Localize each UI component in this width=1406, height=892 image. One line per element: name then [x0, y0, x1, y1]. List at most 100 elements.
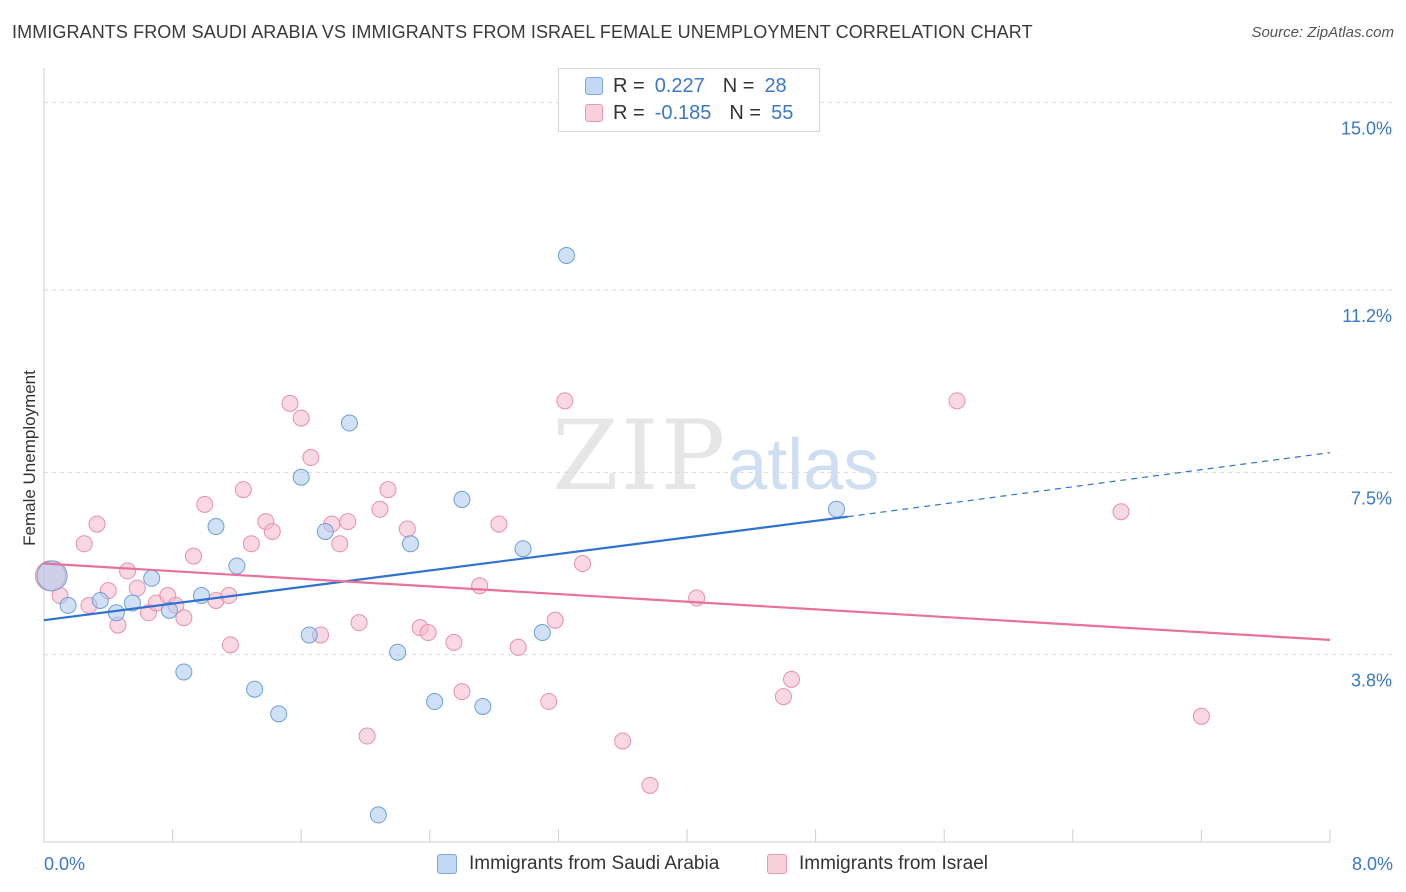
y-tick-label: 15.0% — [1341, 119, 1392, 139]
trend-line-saudi — [43, 515, 848, 622]
correlation-legend: R = 0.227 N = 28 R = -0.185 N = 55 — [558, 68, 820, 132]
data-point — [246, 680, 264, 698]
data-point — [426, 693, 444, 711]
data-point — [184, 547, 202, 565]
data-point — [234, 481, 252, 499]
data-point — [175, 609, 193, 627]
watermark: ZIPatlas — [552, 400, 879, 512]
data-point — [263, 522, 281, 540]
source-label: Source: ZipAtlas.com — [1251, 24, 1394, 41]
legend-r-label: R = — [613, 74, 645, 97]
data-point — [389, 643, 407, 661]
series-legend-israel: Immigrants from Israel — [767, 852, 988, 876]
data-point — [556, 392, 574, 410]
data-point — [331, 535, 349, 553]
y-tick-label: 3.8% — [1351, 671, 1392, 691]
y-tick-label: 7.5% — [1351, 488, 1392, 508]
data-point — [1112, 503, 1130, 521]
watermark-zip: ZIP — [552, 400, 728, 512]
legend-swatch-blue — [585, 77, 603, 95]
data-points — [34, 246, 1210, 824]
series-swatch-blue — [437, 854, 457, 874]
data-point — [340, 414, 358, 432]
data-point — [107, 604, 125, 622]
data-point — [91, 591, 109, 609]
data-point — [533, 624, 551, 642]
trend-line-saudi-extension — [847, 452, 1331, 518]
data-point — [292, 468, 310, 486]
chart-title: IMMIGRANTS FROM SAUDI ARABIA VS IMMIGRAN… — [12, 22, 1033, 42]
data-point — [490, 515, 508, 533]
data-point — [641, 776, 659, 794]
legend-r-value: -0.185 — [654, 101, 712, 124]
data-point — [782, 670, 800, 688]
data-point — [453, 490, 471, 508]
series-label-saudi: Immigrants from Saudi Arabia — [469, 853, 720, 874]
legend-row-israel: R = -0.185 N = 55 — [585, 100, 793, 126]
trend-line-israel — [43, 562, 1331, 642]
data-point — [270, 705, 288, 723]
watermark-atlas: atlas — [727, 425, 880, 505]
data-point — [419, 624, 437, 642]
data-point — [474, 697, 492, 715]
data-point — [339, 513, 357, 531]
data-point — [509, 638, 527, 656]
y-tick-label: 11.2% — [1342, 306, 1392, 326]
legend-r-label: R = — [613, 101, 645, 124]
data-point — [540, 693, 558, 711]
data-point — [143, 569, 161, 587]
data-point — [614, 732, 632, 750]
data-point — [300, 626, 318, 644]
grid-lines — [44, 102, 1392, 656]
data-point — [471, 577, 489, 595]
data-point — [948, 392, 966, 410]
data-point — [302, 449, 320, 467]
data-point — [557, 246, 575, 264]
data-point — [546, 611, 564, 629]
data-point — [75, 535, 93, 553]
data-point — [160, 601, 178, 619]
series-legend-saudi: Immigrants from Saudi Arabia — [437, 852, 719, 876]
series-swatch-pink — [767, 854, 787, 874]
data-point — [398, 520, 416, 538]
data-point — [453, 683, 471, 701]
data-point — [371, 500, 389, 518]
data-point — [379, 481, 397, 499]
legend-n-label: N = — [722, 74, 755, 97]
data-point — [574, 555, 592, 573]
data-point — [827, 500, 845, 518]
data-point — [358, 727, 376, 745]
legend-n-label: N = — [729, 101, 762, 124]
trend-lines — [43, 452, 1331, 642]
data-point — [514, 540, 532, 558]
data-point — [281, 394, 299, 412]
data-point — [242, 535, 260, 553]
data-point — [369, 806, 387, 824]
legend-row-saudi: R = 0.227 N = 28 — [585, 73, 787, 99]
data-point — [316, 522, 334, 540]
data-point — [119, 562, 137, 580]
legend-r-value: 0.227 — [654, 74, 705, 97]
data-point — [445, 633, 463, 651]
data-point — [228, 557, 246, 575]
data-point — [123, 594, 141, 612]
legend-swatch-pink — [585, 104, 603, 122]
axes — [43, 68, 1331, 843]
tick-labels: 3.8% 7.5% 11.2% 15.0% 0.0% 8.0% — [44, 119, 1393, 874]
legend-n-value: 55 — [771, 101, 794, 124]
data-point — [36, 560, 68, 592]
x-tick-label: 0.0% — [44, 854, 85, 874]
legend-n-value: 28 — [764, 74, 787, 97]
data-point — [1192, 707, 1210, 725]
data-point — [88, 515, 106, 533]
data-point — [196, 495, 214, 513]
data-point — [207, 518, 225, 536]
data-point — [59, 596, 77, 614]
data-point — [350, 614, 368, 632]
data-point — [221, 636, 239, 654]
data-point — [774, 688, 792, 706]
data-point — [402, 535, 420, 553]
x-tick-label: 8.0% — [1352, 854, 1393, 874]
data-point — [292, 409, 310, 427]
